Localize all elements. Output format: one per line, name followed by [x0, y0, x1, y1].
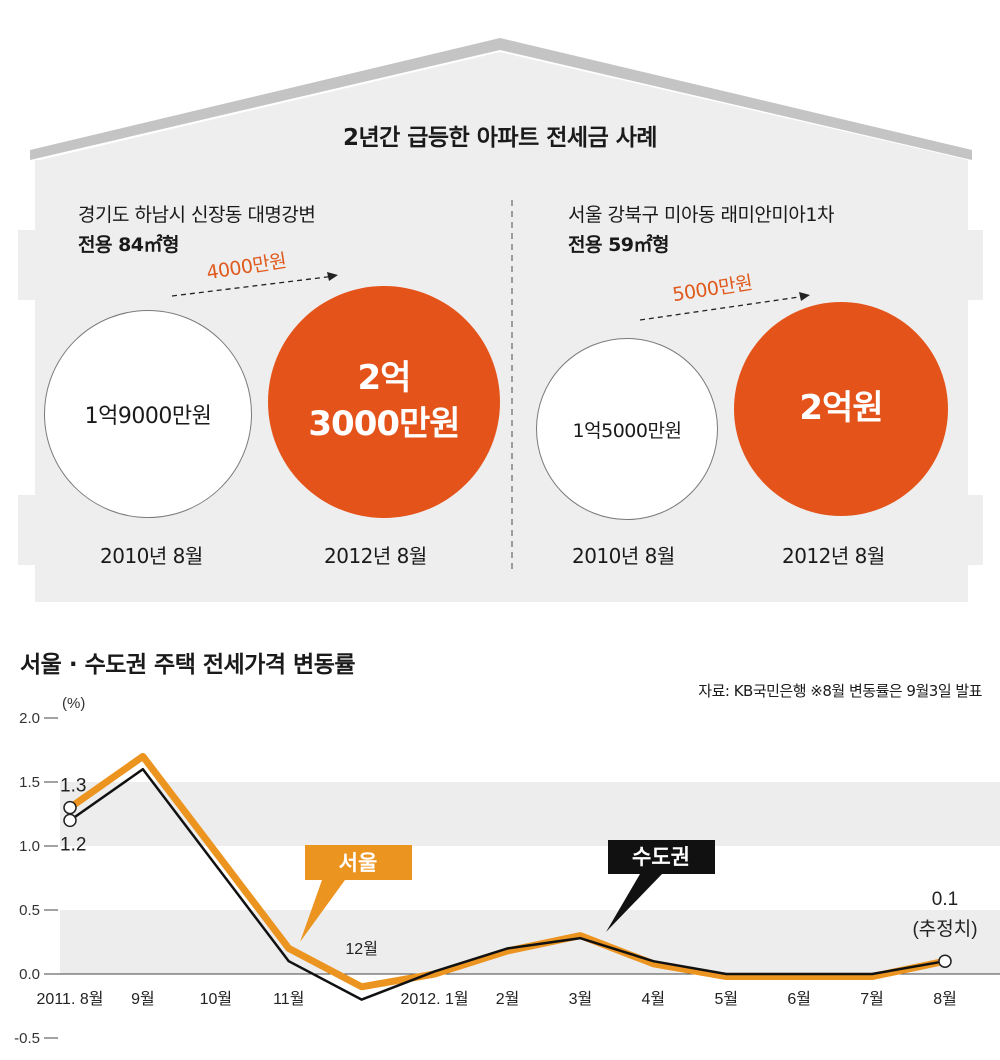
y-tick-label: 2.0	[19, 710, 40, 727]
house-infographic	[18, 38, 983, 602]
point-capital-start	[63, 813, 77, 828]
arrow-head-left	[327, 272, 338, 281]
case1-size: 전용 84㎡형	[78, 234, 180, 256]
x-tick-label: 12월	[345, 940, 378, 958]
grid-band	[60, 782, 1000, 846]
x-tick-label: 10월	[200, 990, 233, 1008]
x-tick-label: 5월	[714, 990, 738, 1008]
case2-location: 서울 강북구 미아동 래미안미아1차	[568, 204, 834, 226]
case1-after-price-line2: 3000만원	[308, 404, 460, 444]
case1-after-circle: 2억 3000만원	[268, 286, 500, 518]
y-unit-label: (%)	[62, 695, 85, 712]
grid-band	[60, 910, 1000, 974]
point-seoul-start	[63, 800, 77, 815]
x-tick-label: 2012. 1월	[401, 990, 469, 1008]
legend-callout-seoul	[300, 845, 412, 942]
label-seoul-start: 1.3	[60, 776, 86, 797]
arrow-head-right	[799, 292, 810, 301]
legend-seoul-label: 서울	[339, 852, 378, 875]
x-tick-label: 2011. 8월	[37, 990, 104, 1008]
x-tick-label: 3월	[569, 990, 593, 1008]
x-tick-label: 7월	[860, 990, 884, 1008]
y-tick-label: 0.5	[19, 902, 40, 919]
case2-before-price: 1억5000만원	[572, 419, 682, 442]
x-tick-label: 8월	[933, 990, 957, 1008]
x-tick-label: 4월	[642, 990, 666, 1008]
y-tick-label: 1.0	[19, 838, 40, 855]
case1-before-date: 2010년 8월	[100, 544, 203, 568]
chart-title: 서울 · 수도권 주택 전세가격 변동률	[20, 652, 356, 678]
house-body	[18, 52, 983, 602]
source-note: 자료: KB국민은행 ※8월 변동률은 9월3일 발표	[698, 682, 982, 700]
x-tick-label: 2월	[496, 990, 520, 1008]
infographic-title: 2년간 급등한 아파트 전세금 사례	[342, 125, 658, 151]
y-tick-label: 0.0	[19, 966, 40, 983]
series-line-seoul	[67, 752, 946, 991]
case2-after-circle: 2억원	[734, 302, 948, 516]
y-tick-label: -0.5	[14, 1030, 40, 1047]
case1-location: 경기도 하남시 신장동 대명강변	[78, 204, 316, 226]
x-tick-label: 6월	[787, 990, 811, 1008]
case1-before-circle: 1억9000만원	[44, 310, 252, 518]
label-capital-start: 1.2	[60, 834, 86, 855]
label-end-note: (추정치)	[912, 918, 977, 940]
case2-after-price: 2억원	[799, 388, 883, 429]
increase-arrow-left	[171, 275, 336, 297]
increase-arrow-right	[639, 295, 807, 321]
x-tick-label: 11월	[273, 990, 304, 1008]
case2-size: 전용 59㎡형	[568, 234, 670, 256]
case1-after-date: 2012년 8월	[324, 544, 427, 568]
legend-capital-label: 수도권	[632, 846, 690, 869]
case1-before-price: 1억9000만원	[84, 404, 212, 429]
series-line-capital	[69, 767, 946, 1001]
label-end-value: 0.1	[932, 889, 958, 910]
legend-callout-capital	[606, 840, 715, 932]
y-tick-label: 1.5	[19, 774, 40, 791]
case2-before-circle: 1억5000만원	[536, 338, 718, 520]
case1-after-price-line1: 2억	[357, 358, 412, 399]
point-end	[938, 954, 952, 968]
case2-before-date: 2010년 8월	[572, 544, 675, 568]
x-tick-label: 9월	[131, 990, 155, 1008]
case2-after-date: 2012년 8월	[782, 544, 885, 568]
